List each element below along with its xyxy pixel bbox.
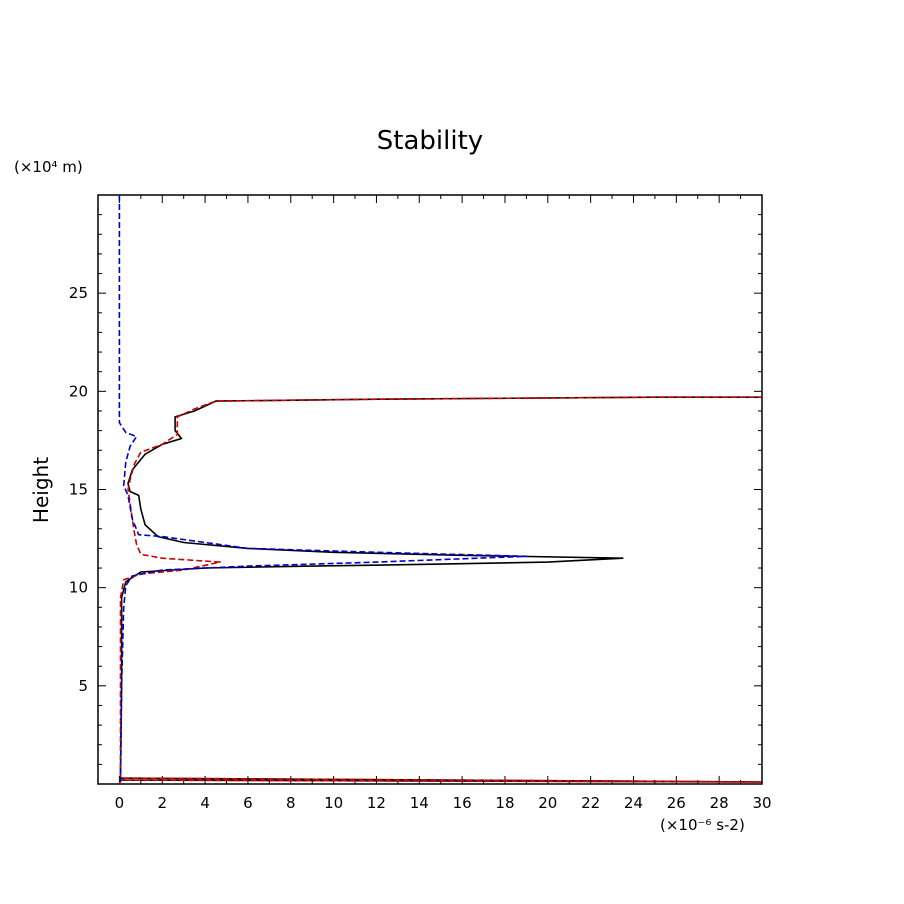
y-tick-label: 15 <box>69 481 88 499</box>
x-tick-label: 12 <box>367 794 386 812</box>
x-tick-label: 26 <box>667 794 686 812</box>
x-tick-label: 22 <box>581 794 600 812</box>
x-tick-label: 16 <box>453 794 472 812</box>
y-tick-label: 5 <box>78 677 88 695</box>
y-tick-label: 25 <box>69 284 88 302</box>
x-tick-label: 2 <box>157 794 167 812</box>
x-tick-label: 30 <box>752 794 771 812</box>
series-line-2 <box>118 396 763 785</box>
x-tick-label: 8 <box>286 794 296 812</box>
x-tick-label: 20 <box>538 794 557 812</box>
y-tick-label: 10 <box>69 579 88 597</box>
series-line-1 <box>118 396 763 785</box>
x-tick-label: 28 <box>710 794 729 812</box>
y-unit-label: (×10⁴ m) <box>14 158 83 176</box>
x-tick-label: 18 <box>495 794 514 812</box>
chart-title: Stability <box>377 126 483 156</box>
x-tick-label: 10 <box>324 794 343 812</box>
x-unit-label: (×10⁻⁶ s-2) <box>660 816 745 834</box>
x-tick-label: 6 <box>243 794 253 812</box>
x-tick-label: 4 <box>200 794 210 812</box>
x-tick-label: 14 <box>410 794 429 812</box>
y-axis-label: Height <box>29 457 53 523</box>
x-tick-label: 24 <box>624 794 643 812</box>
axis-ticks <box>98 195 763 784</box>
series-lines <box>118 195 763 785</box>
x-tick-label: 0 <box>115 794 125 812</box>
y-tick-label: 20 <box>69 382 88 400</box>
plot-frame <box>97 194 763 785</box>
series-line-3 <box>118 195 528 782</box>
